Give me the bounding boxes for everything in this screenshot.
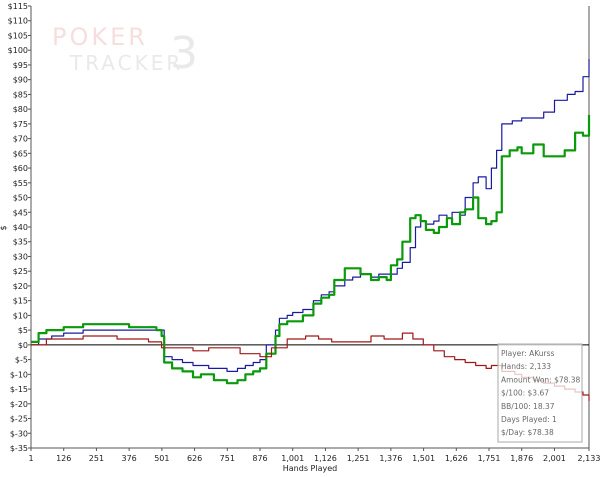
x-tick-label: 1 <box>28 454 33 463</box>
x-tick-label: 2,001 <box>543 454 566 463</box>
y-tick-label: $20 <box>13 282 28 291</box>
x-tick-label: 1,626 <box>445 454 468 463</box>
y-tick-label: $80 <box>13 105 28 114</box>
y-tick-label: $-35 <box>10 444 28 453</box>
y-tick-label: $105 <box>8 31 28 40</box>
poker-tracker-logo: POKER TRACKER 3 <box>52 23 198 79</box>
y-tick-label: $75 <box>13 120 28 129</box>
x-tick-label: 126 <box>56 454 71 463</box>
x-tick-label: 1,876 <box>510 454 533 463</box>
y-tick-label: $85 <box>13 90 28 99</box>
svg-text:3: 3 <box>170 28 198 79</box>
x-tick-label: 1,751 <box>478 454 501 463</box>
y-tick-label: $-25 <box>10 415 28 424</box>
y-tick-label: $-10 <box>10 370 28 379</box>
y-tick-label: $-20 <box>10 400 28 409</box>
y-tick-label: $50 <box>13 194 28 203</box>
y-tick-label: $15 <box>13 297 28 306</box>
y-tick-label: $10 <box>13 311 28 320</box>
x-tick-label: 1,501 <box>412 454 435 463</box>
stats-line: Hands: 2,133 <box>501 362 551 371</box>
x-tick-label: 1,126 <box>314 454 337 463</box>
stats-line: Amount Won: $78.38 <box>501 375 581 384</box>
svg-text:TRACKER: TRACKER <box>69 51 183 75</box>
x-tick-label: 876 <box>252 454 267 463</box>
y-tick-label: $110 <box>8 17 28 26</box>
y-tick-label: $35 <box>13 238 28 247</box>
stats-box-frame <box>497 343 583 443</box>
stats-line: Days Played: 1 <box>501 415 557 424</box>
stats-line: $/100: $3.67 <box>501 389 549 398</box>
y-tick-label: $55 <box>13 179 28 188</box>
x-tick-label: 2,133 <box>578 454 600 463</box>
y-tick-label: $95 <box>13 61 28 70</box>
y-tick-label: $-5 <box>15 356 28 365</box>
y-tick-label: $-15 <box>10 385 28 394</box>
x-tick-label: 251 <box>89 454 104 463</box>
y-tick-label: $60 <box>13 164 28 173</box>
y-tick-label: $100 <box>8 46 28 55</box>
y-tick-label: $30 <box>13 252 28 261</box>
x-tick-label: 626 <box>187 454 202 463</box>
y-tick-label: $0 <box>18 341 28 350</box>
x-tick-label: 1,251 <box>347 454 370 463</box>
series-line-1 <box>31 59 590 372</box>
y-axis-title: $ <box>0 225 8 230</box>
x-tick-label: 376 <box>122 454 137 463</box>
x-tick-label: 1,376 <box>379 454 402 463</box>
y-tick-label: $70 <box>13 135 28 144</box>
stats-line: $/Day: $78.38 <box>501 428 554 437</box>
svg-text:POKER: POKER <box>52 23 148 51</box>
stats-box: Player: AKurss Hands: 2,133 Amount Won: $7… <box>497 343 583 443</box>
stats-line: BB/100: 18.37 <box>501 402 555 411</box>
y-tick-label: $5 <box>18 326 28 335</box>
y-tick-label: $25 <box>13 267 28 276</box>
y-tick-label: $-30 <box>10 429 28 438</box>
x-axis-title: Hands Played <box>283 464 337 473</box>
y-tick-label: $45 <box>13 208 28 217</box>
y-tick-label: $65 <box>13 149 28 158</box>
y-tick-label: $90 <box>13 76 28 85</box>
y-tick-label: $40 <box>13 223 28 232</box>
y-tick-label: $115 <box>8 2 28 11</box>
x-tick-label: 501 <box>154 454 169 463</box>
x-tick-label: 1,001 <box>281 454 304 463</box>
x-tick-label: 751 <box>220 454 235 463</box>
stats-line: Player: AKurss <box>501 349 555 358</box>
series-line-2 <box>31 115 591 385</box>
